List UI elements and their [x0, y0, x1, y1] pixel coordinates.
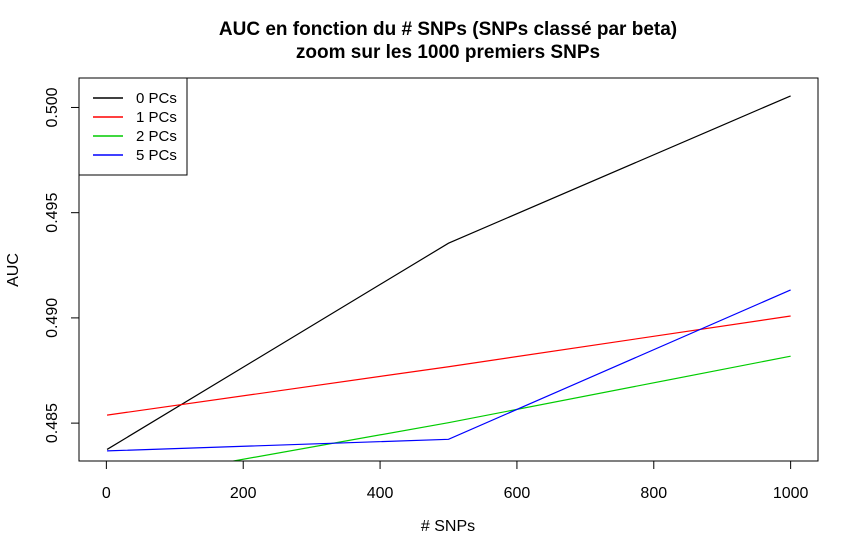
series-line-5-pcs	[107, 289, 791, 452]
x-tick-label: 800	[640, 485, 667, 502]
legend: 0 PCs 1 PCs 2 PCs 5 PCs	[78, 77, 188, 176]
legend-label: 0 PCs	[136, 90, 177, 107]
x-tick-label: 400	[367, 485, 394, 502]
x-tick-label: 600	[504, 485, 531, 502]
x-axis-label: # SNPs	[421, 518, 475, 535]
x-tick-label: 1000	[773, 485, 809, 502]
legend-label: 5 PCs	[136, 147, 177, 164]
y-axis: 0.485 0.490 0.495 0.500	[44, 87, 80, 443]
x-tick-label: 200	[230, 485, 257, 502]
series-line-1-pcs	[106, 315, 791, 416]
series-line-2-pcs	[230, 355, 791, 461]
legend-label: 1 PCs	[136, 109, 177, 126]
series-layer	[106, 95, 791, 461]
legend-box	[78, 77, 188, 176]
y-axis-label: AUC	[5, 253, 22, 287]
y-tick-label: 0.485	[44, 403, 61, 443]
y-tick-label: 0.495	[44, 193, 61, 233]
y-tick-label: 0.490	[44, 298, 61, 338]
series-line-0-pcs	[106, 95, 791, 450]
chart-subtitle: zoom sur les 1000 premiers SNPs	[296, 42, 600, 63]
y-tick-label: 0.500	[44, 87, 61, 127]
x-tick-label: 0	[102, 485, 111, 502]
chart-title: AUC en fonction du # SNPs (SNPs classé p…	[219, 19, 677, 40]
legend-label: 2 PCs	[136, 128, 177, 145]
x-axis: 0 200 400 600 800 1000	[102, 460, 809, 502]
